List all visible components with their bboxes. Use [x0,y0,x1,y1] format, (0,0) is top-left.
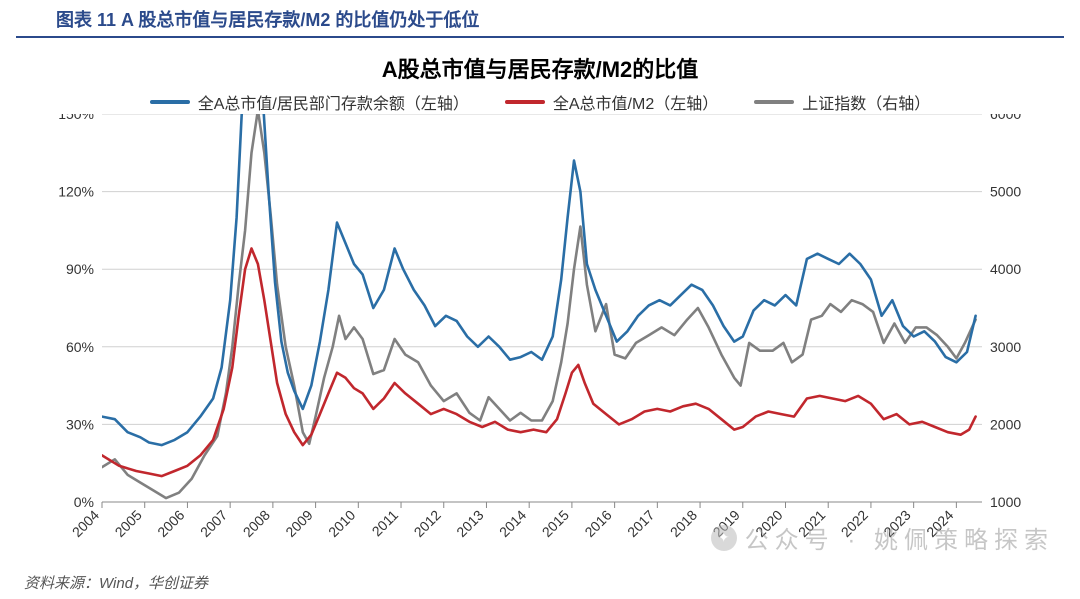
chart-area: A股总市值与居民存款/M2的比值 全A总市值/居民部门存款余额（左轴）全A总市值… [24,46,1056,565]
svg-text:2012: 2012 [411,507,444,540]
figure-container: 图表 11 A 股总市值与居民存款/M2 的比值仍处于低位 A股总市值与居民存款… [0,0,1080,599]
svg-text:30%: 30% [66,416,94,432]
svg-text:2008: 2008 [240,507,273,540]
svg-text:2016: 2016 [581,507,614,540]
svg-text:60%: 60% [66,339,94,355]
legend-swatch [150,100,190,104]
svg-text:2015: 2015 [539,507,572,540]
svg-text:90%: 90% [66,261,94,277]
svg-text:2007: 2007 [197,507,230,540]
legend-label: 全A总市值/M2（左轴） [553,90,718,114]
series-m2_ratio [102,249,976,477]
svg-text:6000: 6000 [990,114,1021,122]
watermark-text: 公众号 · 姚佩策略探索 [745,520,1054,555]
series-deposits_ratio [102,114,976,445]
svg-text:150%: 150% [58,114,94,122]
legend-swatch [754,100,794,104]
svg-text:2009: 2009 [282,507,315,540]
svg-text:2005: 2005 [111,507,144,540]
svg-text:2018: 2018 [667,507,700,540]
legend-item: 上证指数（右轴） [754,90,930,114]
svg-text:2006: 2006 [154,507,187,540]
chart-title: A股总市值与居民存款/M2的比值 [24,52,1056,84]
legend-swatch [505,100,545,104]
watermark: ✦ 公众号 · 姚佩策略探索 [711,520,1054,555]
svg-text:2014: 2014 [496,507,529,540]
line-chart: 0%30%60%90%120%150%100020003000400050006… [24,114,1056,560]
svg-text:2010: 2010 [325,507,358,540]
svg-text:3000: 3000 [990,339,1021,355]
svg-text:120%: 120% [58,184,94,200]
svg-text:5000: 5000 [990,184,1021,200]
svg-text:4000: 4000 [990,261,1021,277]
legend-label: 全A总市值/居民部门存款余额（左轴） [198,90,469,114]
svg-text:2000: 2000 [990,416,1021,432]
legend-item: 全A总市值/M2（左轴） [505,90,718,114]
figure-header: 图表 11 A 股总市值与居民存款/M2 的比值仍处于低位 [16,0,1064,38]
svg-text:2017: 2017 [624,507,657,540]
svg-text:2011: 2011 [369,507,402,540]
legend-item: 全A总市值/居民部门存款余额（左轴） [150,90,469,114]
svg-text:2004: 2004 [69,507,102,540]
series-sse_index [102,114,976,498]
wechat-icon: ✦ [711,525,737,551]
svg-text:2013: 2013 [453,507,486,540]
legend-label: 上证指数（右轴） [802,90,930,114]
source-footer: 资料来源：Wind，华创证券 [24,572,208,593]
svg-text:1000: 1000 [990,494,1021,510]
chart-legend: 全A总市值/居民部门存款余额（左轴） 全A总市值/M2（左轴） 上证指数（右轴） [24,90,1056,114]
